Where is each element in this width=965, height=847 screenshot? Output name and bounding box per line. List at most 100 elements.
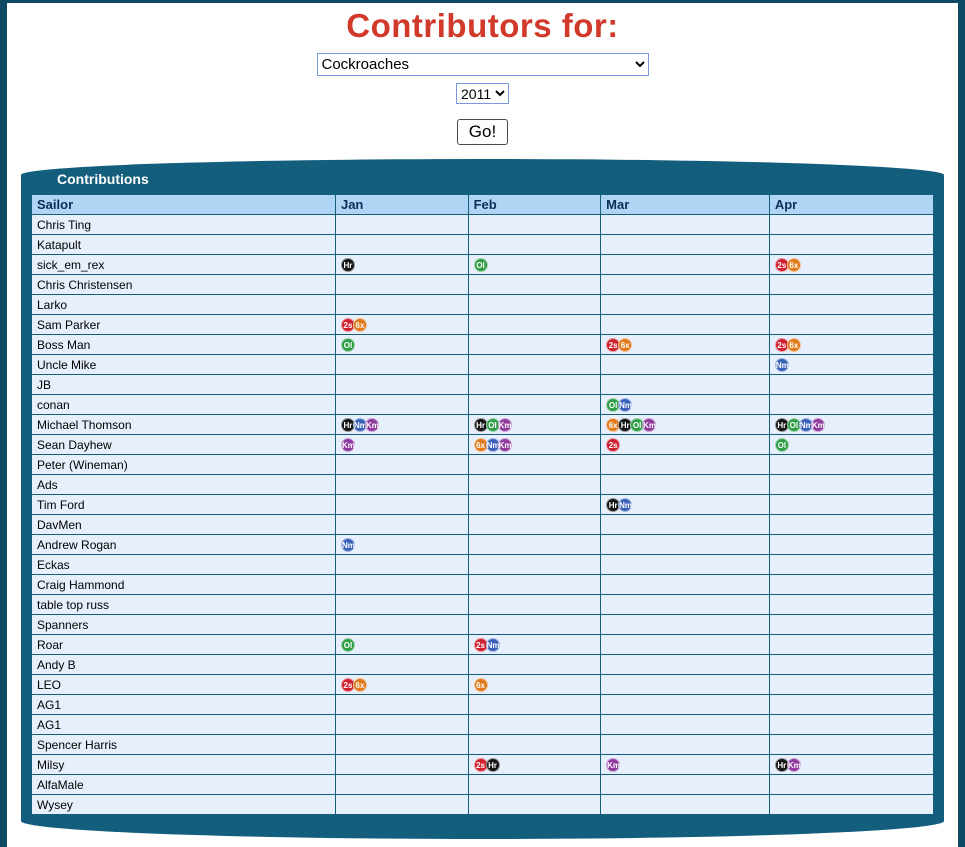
go-button[interactable]: Go! bbox=[456, 119, 509, 145]
table-row: Sam Parker 2s 6x bbox=[31, 314, 935, 335]
month-cell-jan bbox=[334, 234, 469, 255]
month-cell-feb bbox=[467, 334, 602, 355]
month-cell-apr bbox=[768, 694, 935, 715]
badge-6x-icon: 6x bbox=[786, 337, 801, 352]
month-cell-jan: Hr bbox=[334, 254, 469, 275]
sailor-cell: Sean Dayhew bbox=[31, 434, 336, 455]
month-cell-apr bbox=[768, 474, 935, 495]
sailor-cell: DavMen bbox=[31, 514, 336, 535]
month-cell-mar bbox=[600, 454, 770, 475]
panel-title: Contributions bbox=[57, 171, 149, 187]
month-cell-apr bbox=[768, 734, 935, 755]
sailor-cell: Ads bbox=[31, 474, 336, 495]
table-row: LEO 2s 6x 6x bbox=[31, 674, 935, 695]
table-row: sick_em_rex Hr Ol 2s 6x bbox=[31, 254, 935, 275]
badge-ol-icon: Ol bbox=[774, 437, 789, 452]
month-cell-jan bbox=[334, 694, 469, 715]
table-row: Michael Thomson Hr NmKm Hr Ol Km 6x Hr Ol Km Hr Ol N… bbox=[31, 414, 935, 435]
month-cell-apr bbox=[768, 674, 935, 695]
sailor-cell: Michael Thomson bbox=[31, 414, 336, 435]
sailor-cell: Katapult bbox=[31, 234, 336, 255]
month-cell-apr bbox=[768, 574, 935, 595]
badge-km-icon: Km bbox=[497, 437, 512, 452]
month-cell-feb bbox=[467, 654, 602, 675]
month-cell-jan bbox=[334, 654, 469, 675]
badge-6x-icon: 6x bbox=[473, 677, 488, 692]
table-row: JB bbox=[31, 374, 935, 395]
month-cell-jan bbox=[334, 614, 469, 635]
badge-6x-icon: 6x bbox=[786, 257, 801, 272]
month-cell-apr: Nm bbox=[768, 354, 935, 375]
month-cell-jan bbox=[334, 274, 469, 295]
month-cell-mar bbox=[600, 574, 770, 595]
month-cell-apr bbox=[768, 514, 935, 535]
table-row: AG1 bbox=[31, 714, 935, 735]
month-cell-feb bbox=[467, 614, 602, 635]
sailor-cell: Boss Man bbox=[31, 334, 336, 355]
col-header-sailor: Sailor bbox=[31, 194, 336, 215]
month-cell-feb bbox=[467, 594, 602, 615]
table-row: Larko bbox=[31, 294, 935, 315]
table-row: Spanners bbox=[31, 614, 935, 635]
badge-2s-icon: 2s bbox=[606, 437, 621, 452]
badge-nm-icon: Nm bbox=[485, 637, 500, 652]
month-cell-mar: 6x Hr Ol Km bbox=[600, 414, 770, 435]
badge-nm-icon: Nm bbox=[798, 417, 813, 432]
table-row: Craig Hammond bbox=[31, 574, 935, 595]
month-cell-jan bbox=[334, 774, 469, 795]
month-cell-apr: Hr Km bbox=[768, 754, 935, 775]
table-row: Milsy 2s Hr Km Hr Km bbox=[31, 754, 935, 775]
sailor-cell: Spanners bbox=[31, 614, 336, 635]
year-select[interactable]: 2011 bbox=[456, 83, 509, 104]
table-row: Roar Ol 2s Nm bbox=[31, 634, 935, 655]
month-cell-feb bbox=[467, 794, 602, 815]
year-select-row: 2011 bbox=[7, 83, 958, 104]
contributions-panel: Contributions Sailor Jan Feb Mar Apr Chris T… bbox=[21, 159, 944, 839]
sailor-cell: Eckas bbox=[31, 554, 336, 575]
month-cell-feb bbox=[467, 554, 602, 575]
badge-ol-icon: Ol bbox=[473, 257, 488, 272]
badge-km-icon: Km bbox=[786, 757, 801, 772]
sailor-cell: Uncle Mike bbox=[31, 354, 336, 375]
table-row: AG1 bbox=[31, 694, 935, 715]
month-cell-mar: 2s 6x bbox=[600, 334, 770, 355]
month-cell-mar bbox=[600, 634, 770, 655]
month-cell-feb: 6x bbox=[467, 674, 602, 695]
month-cell-jan bbox=[334, 714, 469, 735]
table-row: Andy B bbox=[31, 654, 935, 675]
month-cell-apr: 2s 6x bbox=[768, 254, 935, 275]
month-cell-jan bbox=[334, 394, 469, 415]
table-row: DavMen bbox=[31, 514, 935, 535]
group-select[interactable]: Cockroaches bbox=[316, 53, 649, 76]
sailor-cell: AG1 bbox=[31, 714, 336, 735]
sailor-cell: Roar bbox=[31, 634, 336, 655]
table-row: Ads bbox=[31, 474, 935, 495]
badge-hr-icon: Hr bbox=[485, 757, 500, 772]
month-cell-jan: Nm bbox=[334, 534, 469, 555]
month-cell-feb bbox=[467, 354, 602, 375]
badge-hr-icon: Hr bbox=[340, 257, 355, 272]
month-cell-jan: 2s 6x bbox=[334, 674, 469, 695]
month-cell-feb bbox=[467, 474, 602, 495]
month-cell-mar bbox=[600, 674, 770, 695]
month-cell-feb bbox=[467, 694, 602, 715]
month-cell-mar: 2s bbox=[600, 434, 770, 455]
month-cell-feb bbox=[467, 734, 602, 755]
sailor-cell: table top russ bbox=[31, 594, 336, 615]
table-row: Tim Ford Hr Nm bbox=[31, 494, 935, 515]
month-cell-apr bbox=[768, 374, 935, 395]
month-cell-mar bbox=[600, 374, 770, 395]
month-cell-apr bbox=[768, 454, 935, 475]
contributions-table: Sailor Jan Feb Mar Apr Chris Ting Katapult sic… bbox=[31, 194, 935, 815]
month-cell-mar bbox=[600, 274, 770, 295]
badge-km-icon: Km bbox=[497, 417, 512, 432]
month-cell-apr bbox=[768, 554, 935, 575]
month-cell-mar bbox=[600, 734, 770, 755]
table-row: Chris Christensen bbox=[31, 274, 935, 295]
table-row: Wysey bbox=[31, 794, 935, 815]
table-header-row: Sailor Jan Feb Mar Apr bbox=[31, 194, 935, 215]
page-title: Contributors for: bbox=[346, 7, 619, 44]
month-cell-mar bbox=[600, 554, 770, 575]
month-cell-apr: 2s 6x bbox=[768, 334, 935, 355]
badge-nm-icon: Nm bbox=[774, 357, 789, 372]
